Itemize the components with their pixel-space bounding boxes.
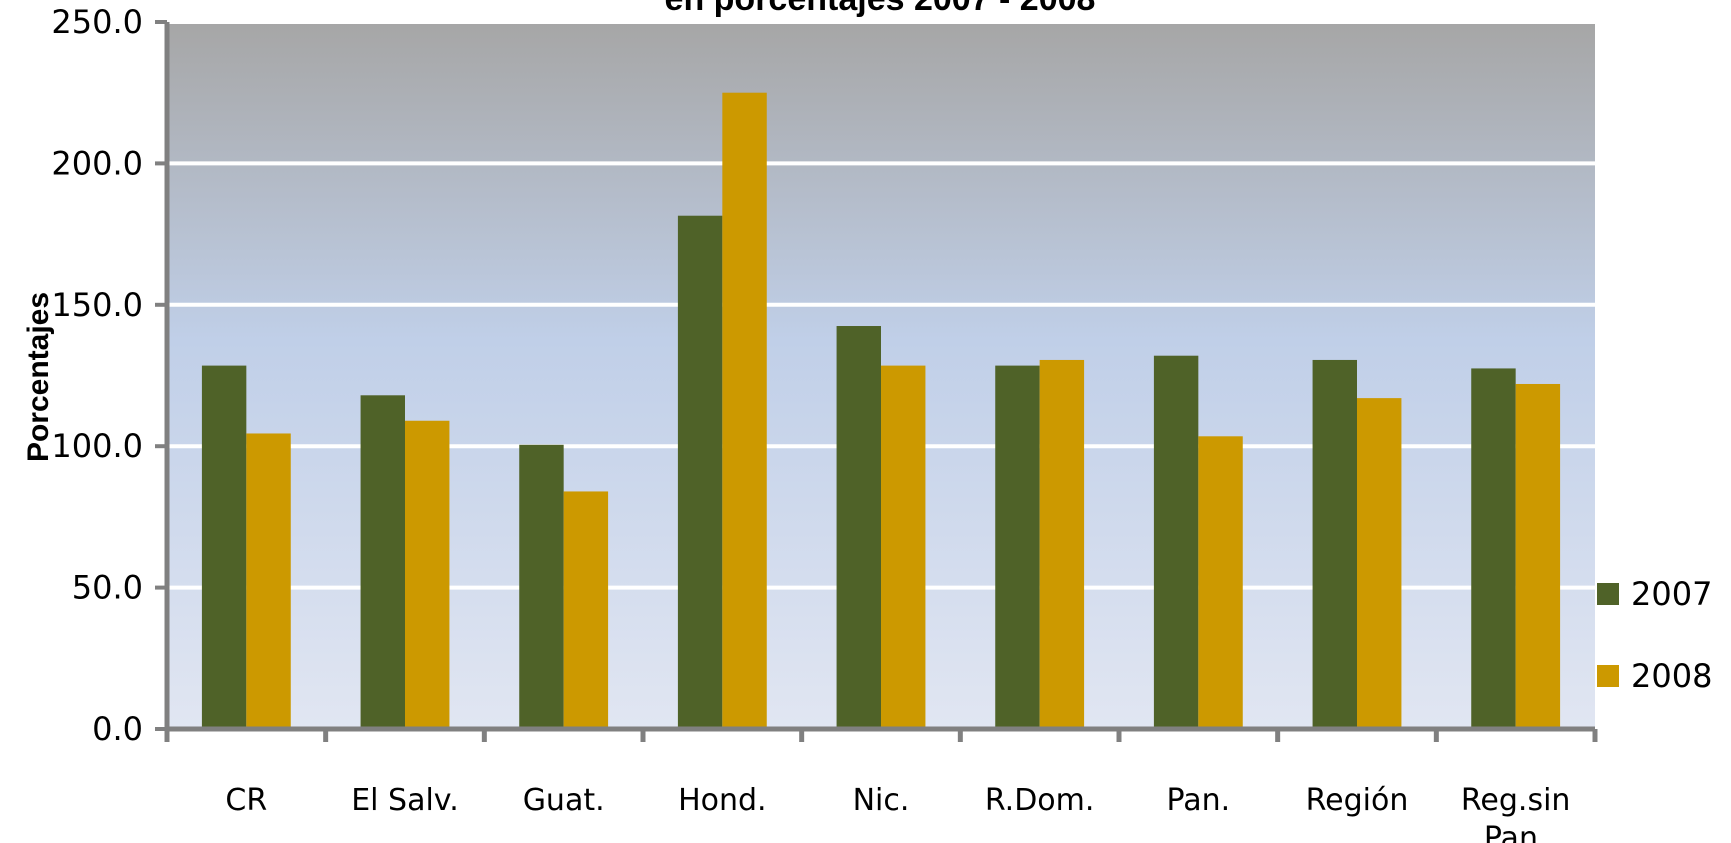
bar-2007: [1312, 359, 1357, 729]
bar-2008: [405, 420, 450, 729]
category-label: Región: [1306, 783, 1409, 818]
axes: [155, 20, 1598, 742]
bar-2007: [360, 395, 405, 729]
legend-swatch-2008: [1597, 665, 1619, 687]
category-label: Nic.: [853, 783, 910, 818]
y-tick-label: 50.0: [72, 569, 143, 607]
bar-2007: [519, 444, 564, 729]
category-label: El Salv.: [351, 783, 459, 818]
bar-2008: [563, 491, 609, 729]
legend: 2007 2008: [1597, 575, 1712, 695]
category-label: R.Dom.: [985, 783, 1095, 818]
bar-2007: [995, 365, 1040, 729]
bar-2007: [1471, 368, 1516, 729]
bar-2007: [836, 326, 881, 729]
bar-2008: [1198, 436, 1243, 729]
legend-swatch-2007: [1597, 583, 1619, 605]
bar-2008: [1357, 398, 1402, 729]
bar-2007: [677, 215, 723, 729]
bar-2008: [1039, 359, 1085, 729]
category-label: Pan.: [1166, 783, 1230, 818]
y-axis-title: Porcentajes: [22, 292, 55, 462]
legend-label-2008: 2008: [1631, 657, 1712, 695]
y-tick-label: 200.0: [51, 144, 143, 182]
bar-2007: [1153, 355, 1199, 729]
bar-2008: [881, 365, 926, 729]
category-label: Reg.sin Pan.: [1461, 783, 1571, 843]
y-tick-label: 0.0: [92, 710, 143, 748]
bar-2007: [201, 365, 247, 729]
category-label: Hond.: [678, 783, 767, 818]
category-label: Guat.: [523, 783, 605, 818]
legend-label-2007: 2007: [1631, 575, 1712, 613]
category-labels: CR El Salv. Guat. Hond. Nic. R.Dom. Pan. Región…: [225, 783, 1570, 843]
category-label: CR: [225, 783, 267, 818]
y-tick-label: 250.0: [51, 3, 143, 41]
y-tick-labels: 0.0 50.0 100.0 150.0 200.0 250.0: [51, 3, 143, 748]
y-tick-label: 100.0: [51, 427, 143, 465]
bar-2008: [246, 433, 291, 729]
bar-2008: [722, 92, 767, 729]
y-tick-label: 150.0: [51, 286, 143, 324]
chart-title: en porcentajes 2007 - 2008: [665, 0, 1096, 18]
bar-2008: [1515, 383, 1561, 729]
bars: [201, 92, 1561, 729]
